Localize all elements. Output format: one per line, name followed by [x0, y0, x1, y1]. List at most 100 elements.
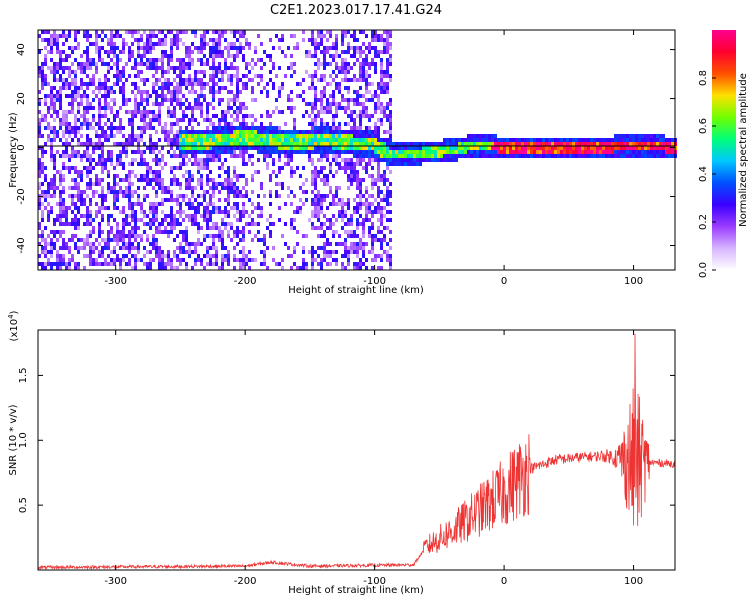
spectrogram-cell — [386, 158, 389, 162]
spectrogram-cell — [143, 246, 146, 250]
spectrogram-cell — [119, 258, 122, 262]
spectrogram-cell — [254, 222, 257, 226]
spectrogram-cell — [269, 114, 272, 118]
spectrogram-cell — [236, 54, 239, 58]
spectrogram-cell — [308, 150, 311, 154]
spectrogram-cell — [251, 126, 254, 130]
spectrogram-cell — [95, 130, 98, 134]
spectrogram-cell — [338, 66, 341, 70]
spectrogram-cell — [107, 158, 110, 162]
spectrogram-cell — [44, 126, 47, 130]
spectrogram-cell — [647, 134, 650, 138]
spectrogram-cell — [98, 142, 101, 146]
spectrogram-cell — [155, 70, 158, 74]
spectrogram-cell — [302, 114, 305, 118]
spectrogram-cell — [212, 62, 215, 66]
spectrogram-cell — [482, 146, 485, 150]
spectrogram-cell — [116, 34, 119, 38]
spectrogram-cell — [242, 266, 245, 270]
spectrogram-cell — [269, 70, 272, 74]
spectrogram-cell — [83, 166, 86, 170]
spectrogram-cell — [206, 62, 209, 66]
spectrogram-cell — [80, 174, 83, 178]
spectrogram-cell — [263, 50, 266, 54]
spectrogram-cell — [344, 230, 347, 234]
spectrogram-cell — [422, 154, 425, 158]
spectrogram-cell — [347, 98, 350, 102]
spectrogram-cell — [320, 106, 323, 110]
spectrogram-cell — [155, 142, 158, 146]
spectrogram-cell — [341, 42, 344, 46]
spectrogram-cell — [74, 58, 77, 62]
spectrogram-cell — [200, 242, 203, 246]
spectrogram-cell — [143, 210, 146, 214]
spectrogram-cell — [128, 230, 131, 234]
spectrogram-cell — [173, 142, 176, 146]
spectrogram-cell — [365, 78, 368, 82]
spectrogram-cell — [320, 178, 323, 182]
spectrogram-cell — [95, 62, 98, 66]
spectrogram-cell — [398, 162, 401, 166]
spectrogram-cell — [134, 86, 137, 90]
spectrogram-cell — [308, 134, 311, 138]
spectrogram-cell — [524, 154, 527, 158]
spectrogram-cell — [350, 142, 353, 146]
spectrogram-cell — [377, 106, 380, 110]
spectrogram-cell — [353, 234, 356, 238]
spectrogram-cell — [497, 150, 500, 154]
spectrogram-cell — [170, 226, 173, 230]
spectrogram-cell — [362, 58, 365, 62]
spectrogram-cell — [206, 202, 209, 206]
spectrogram-cell — [164, 134, 167, 138]
spectrogram-cell — [278, 146, 281, 150]
spectrogram-cell — [380, 50, 383, 54]
spectrogram-cell — [509, 138, 512, 142]
spectrogram-cell — [107, 246, 110, 250]
spectrogram-cell — [305, 190, 308, 194]
spectrogram-cell — [302, 246, 305, 250]
spectrogram-cell — [440, 146, 443, 150]
spectrogram-cell — [110, 230, 113, 234]
spectrogram-cell — [104, 138, 107, 142]
spectrogram-cell — [380, 230, 383, 234]
spectrogram-cell — [620, 154, 623, 158]
colorbar-tick-label: 0.4 — [698, 166, 709, 182]
spectrogram-cell — [359, 126, 362, 130]
spectrogram-cell — [332, 230, 335, 234]
spectrogram-cell — [101, 150, 104, 154]
spectrogram-cell — [251, 210, 254, 214]
spectrogram-cell — [164, 42, 167, 46]
spectrogram-cell — [221, 210, 224, 214]
spectrogram-cell — [74, 122, 77, 126]
spectrogram-cell — [380, 242, 383, 246]
spectrogram-cell — [311, 126, 314, 130]
spectrogram-cell — [134, 134, 137, 138]
spectrogram-cell — [47, 42, 50, 46]
spectrogram-cell — [524, 146, 527, 150]
spectrogram-cell — [257, 134, 260, 138]
spectrogram-cell — [140, 134, 143, 138]
spectrogram-cell — [332, 94, 335, 98]
spectrogram-cell — [374, 150, 377, 154]
spectrogram-cell — [194, 262, 197, 266]
spectrogram-cell — [329, 218, 332, 222]
spectrogram-cell — [122, 42, 125, 46]
spectrogram-cell — [440, 150, 443, 154]
spectrogram-cell — [338, 210, 341, 214]
spectrogram-cell — [389, 30, 392, 34]
spectrogram-cell — [416, 150, 419, 154]
spectrogram-cell — [245, 122, 248, 126]
spectrogram-cell — [98, 54, 101, 58]
spectrogram-cell — [98, 34, 101, 38]
spectrogram-cell — [239, 218, 242, 222]
spectrogram-cell — [554, 150, 557, 154]
spectrogram-cell — [53, 246, 56, 250]
spectrogram-cell — [227, 54, 230, 58]
spectrogram-cell — [311, 118, 314, 122]
spectrogram-cell — [86, 110, 89, 114]
spectrogram-cell — [293, 146, 296, 150]
spectrogram-cell — [62, 154, 65, 158]
spectrogram-cell — [98, 242, 101, 246]
spectrogram-cell — [290, 254, 293, 258]
spectrogram-cell — [224, 130, 227, 134]
